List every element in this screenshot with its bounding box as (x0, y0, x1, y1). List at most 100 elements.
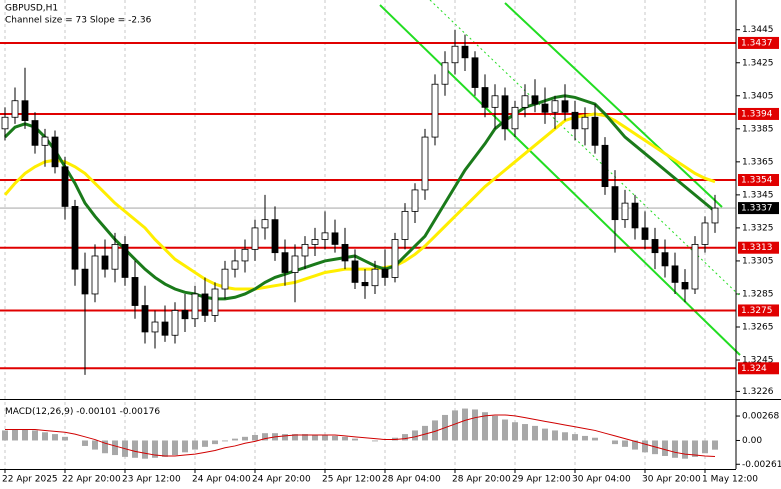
candle-body (631, 202, 639, 229)
macd-bar (612, 440, 618, 445)
candle-body (361, 281, 369, 287)
candle-body (171, 310, 179, 336)
level-label: 1.3394 (741, 109, 773, 119)
y-tick-label: 1.3325 (742, 223, 774, 233)
macd-bar (692, 440, 698, 457)
y-tick-label: 1.3345 (742, 190, 774, 200)
macd-bar (302, 434, 308, 441)
macd-bar (452, 410, 458, 441)
candle-body (711, 207, 719, 224)
candle-body (231, 260, 239, 270)
y-tick-label: 1.3285 (742, 289, 774, 299)
macd-bar (472, 409, 478, 441)
macd-bar (222, 440, 228, 442)
macd-bar (42, 432, 48, 441)
macd-bar (172, 440, 178, 456)
candle-body (641, 227, 649, 240)
macd-bar (162, 440, 168, 457)
candle-body (131, 277, 139, 306)
candle-body (341, 244, 349, 262)
macd-bar (32, 430, 38, 441)
candle-body (181, 310, 189, 320)
candle-body (251, 227, 259, 250)
macd-bar (292, 434, 298, 441)
candle-body (481, 87, 489, 108)
macd-bar (702, 440, 708, 454)
candle-body (61, 166, 69, 207)
macd-bar (12, 429, 18, 441)
macd-bar (142, 440, 148, 459)
macd-bar (552, 430, 558, 441)
price-panel (0, 29, 736, 375)
candle-body (101, 255, 109, 270)
candle-body (351, 260, 359, 283)
macd-bar (112, 440, 118, 456)
level-label: 1.3354 (741, 176, 773, 186)
candle-body (161, 321, 169, 336)
x-tick-label: 28 Apr 20:00 (452, 475, 511, 485)
candle-body (421, 136, 429, 191)
candle-body (661, 252, 669, 267)
macd-bar (232, 438, 238, 441)
level-label: 1.324 (741, 364, 767, 374)
macd-bar (402, 434, 408, 441)
level-tag (738, 174, 779, 187)
macd-bar (192, 440, 198, 450)
macd-bar (562, 432, 568, 441)
macd-bar (242, 436, 248, 441)
level-tag (738, 36, 779, 49)
candle-body (271, 219, 279, 254)
macd-name: MACD(12,26,9) (5, 407, 73, 417)
macd-bar (592, 437, 598, 441)
x-tick-label: 29 Apr 12:00 (512, 475, 571, 485)
macd-bar (332, 435, 338, 441)
current-price-label: 1.3337 (741, 204, 773, 214)
candle-body (501, 95, 509, 130)
channel-upper (504, 2, 723, 208)
candle-body (431, 83, 439, 138)
macd-bar (482, 412, 488, 441)
macd-bar (132, 440, 138, 458)
macd-bar (522, 424, 528, 441)
y-tick-label: 1.3226 (742, 387, 774, 397)
macd-bar (82, 440, 88, 446)
macd-bar (2, 430, 8, 441)
candle-body (41, 136, 49, 146)
level-label: 1.3275 (741, 306, 773, 316)
candle-body (451, 45, 459, 64)
candle-body (511, 106, 519, 130)
level-tag (738, 241, 779, 254)
chart-title: GBPUSD,H1 (5, 4, 58, 14)
macd-title: MACD(12,26,9) -0.00101 -0.00176 (5, 407, 160, 417)
candle-body (221, 268, 229, 290)
candle-body (11, 100, 19, 118)
candle-body (381, 268, 389, 278)
moving-average (3, 112, 716, 291)
macd-bar (532, 425, 538, 441)
current-price-tag (738, 202, 779, 215)
y-tick-label: 1.3405 (742, 91, 774, 101)
candle-body (311, 239, 319, 245)
level-tag (738, 304, 779, 317)
macd-bar (22, 429, 28, 441)
macd-bar (682, 440, 688, 459)
candle-body (51, 136, 59, 168)
candle-body (391, 239, 399, 278)
candle-body (401, 210, 409, 240)
macd-bar (622, 440, 628, 447)
candle-body (531, 95, 539, 105)
macd-bar (582, 435, 588, 441)
macd-bar (502, 419, 508, 441)
candle-body (611, 186, 619, 221)
macd-histogram-last: -0.00101 (76, 407, 116, 417)
candle-body (331, 232, 339, 245)
candle-body (301, 244, 309, 257)
macd-bar (672, 440, 678, 458)
macd-bar (572, 434, 578, 441)
candle-body (691, 244, 699, 290)
candle-body (671, 265, 679, 283)
x-tick-label: 28 Apr 04:00 (382, 475, 441, 485)
x-tick-label: 24 Apr 20:00 (252, 475, 311, 485)
macd-bar (312, 435, 318, 441)
macd-panel (2, 408, 740, 465)
